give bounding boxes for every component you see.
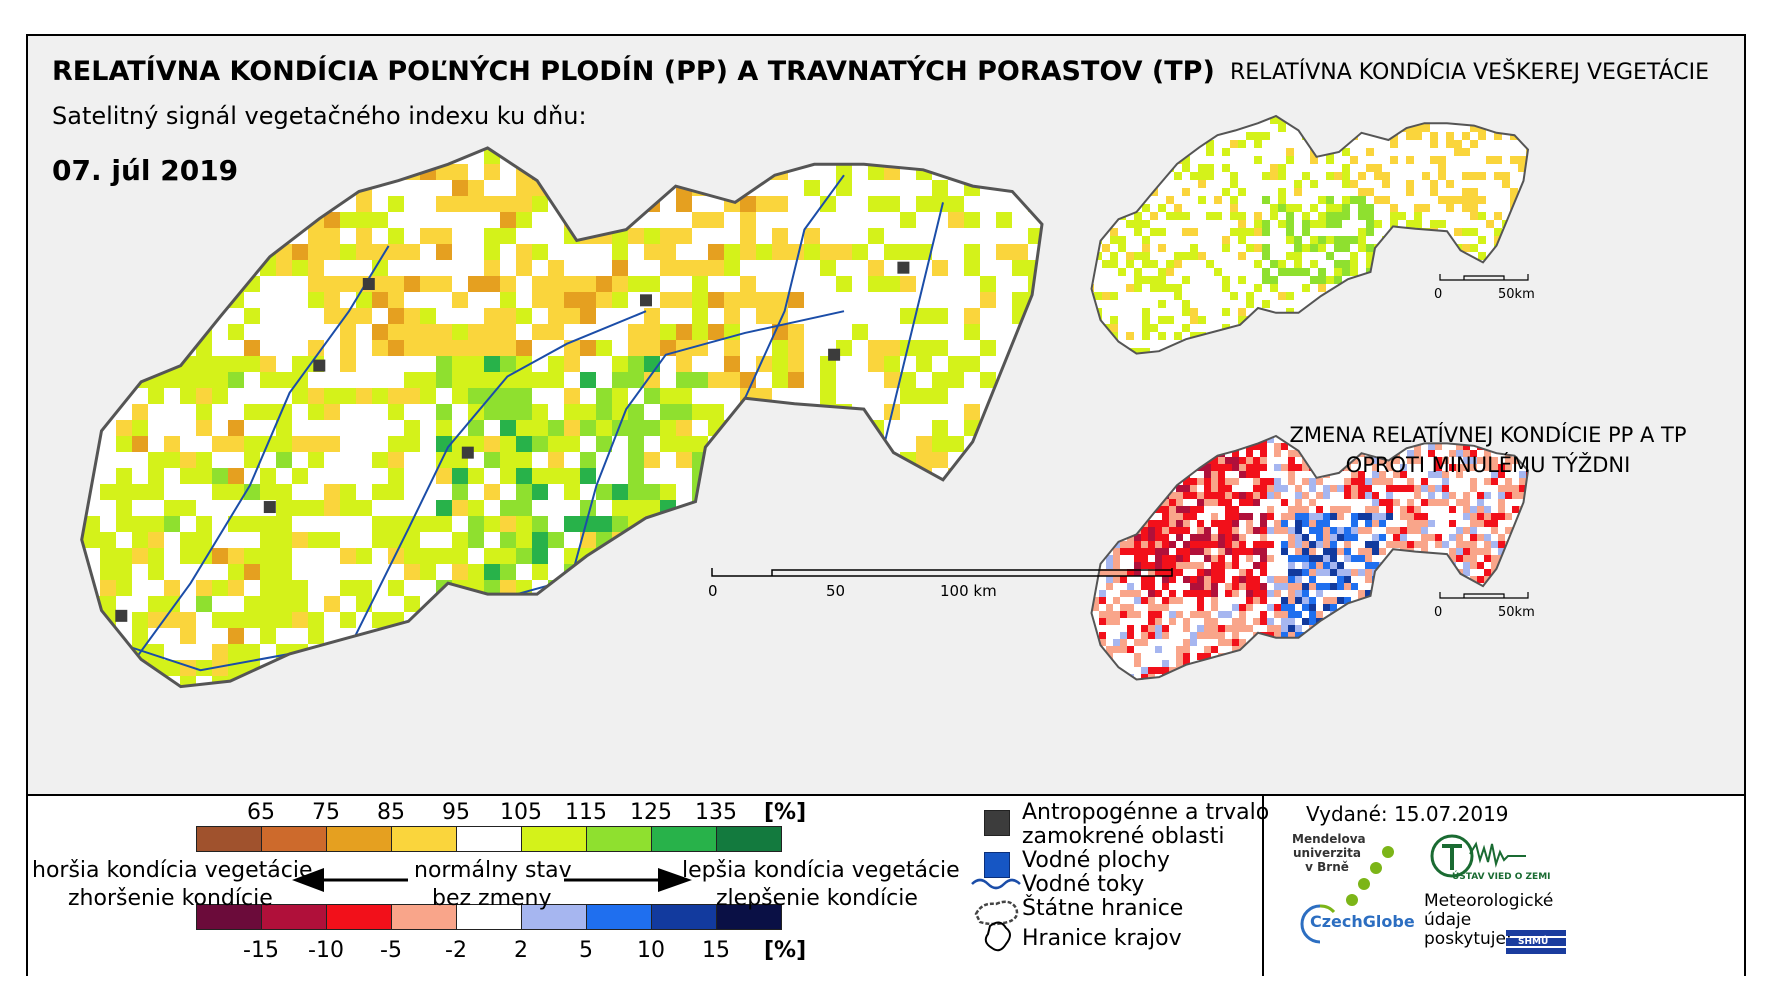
condTicks-label-6: 125 bbox=[630, 800, 672, 825]
chgBar-swatch-6 bbox=[586, 904, 652, 930]
condTicks-label-3: 95 bbox=[442, 800, 470, 825]
map-frame: 0 50 100 km 0 50km 0 50km RELATÍVNA KOND… bbox=[26, 34, 1746, 976]
condTicks-label-7: 135 bbox=[695, 800, 737, 825]
chgTicks-label-7: 15 bbox=[702, 938, 730, 963]
normal-label-1: normálny stav bbox=[414, 858, 572, 883]
worse-label-1: horšia kondícia vegetácie bbox=[32, 858, 313, 883]
inset-change-border bbox=[1090, 434, 1530, 681]
chgTicks-label-4: 2 bbox=[514, 938, 528, 963]
rivers-label: Vodné toky bbox=[1022, 872, 1145, 897]
anthropogenic-label-1: Antropogénne a trvalo bbox=[1022, 800, 1270, 825]
water-bodies-label: Vodné plochy bbox=[1022, 848, 1170, 873]
main-map-border bbox=[80, 146, 1044, 689]
chgBar-swatch-5 bbox=[521, 904, 587, 930]
chgBar-swatch-2 bbox=[326, 904, 392, 930]
chgBar-swatch-3 bbox=[391, 904, 457, 930]
state-border-label: Štátne hranice bbox=[1022, 896, 1184, 921]
worse-label-2: zhoršenie kondície bbox=[68, 886, 273, 911]
inset-bottom-title-line1: ZMENA RELATÍVNEJ KONDÍCIE PP A TP bbox=[1289, 423, 1687, 447]
inset-bottom-scale-bar bbox=[1439, 592, 1529, 599]
uvz-logo-text: ÚSTAV VIED O ZEMI bbox=[1452, 872, 1551, 882]
shmu-logo: SHMÚ bbox=[1506, 926, 1566, 960]
condBar-swatch-5 bbox=[521, 826, 587, 852]
mendel-logo-line2: univerzita bbox=[1292, 846, 1361, 860]
change-unit: [%] bbox=[764, 938, 807, 963]
page-title: RELATÍVNA KONDÍCIA POĽNÝCH PLODÍN (PP) A… bbox=[52, 56, 1215, 87]
inset-top-title: RELATÍVNA KONDÍCIA VEŠKEREJ VEGETÁCIE bbox=[1230, 60, 1710, 85]
condTicks-label-5: 115 bbox=[565, 800, 607, 825]
legend-area: 65 75 85 95 105 115 125 135 [%] -15 -10 -5 -2 2 5 10 1… bbox=[28, 794, 1744, 976]
inset-bottom-scale-0: 0 bbox=[1434, 605, 1442, 620]
czechglobe-logo-text: CzechGlobe bbox=[1310, 912, 1415, 931]
chgTicks-label-1: -10 bbox=[308, 938, 344, 963]
meteo-line1: Meteorologické bbox=[1424, 891, 1554, 911]
mendel-logo-line1: Mendelova bbox=[1292, 832, 1366, 846]
main-scale-0: 0 bbox=[708, 582, 718, 600]
shmu-logo-text: SHMÚ bbox=[1518, 937, 1549, 947]
water-body-symbol-icon bbox=[984, 852, 1010, 878]
condBar-swatch-2 bbox=[326, 826, 392, 852]
condTicks-label-2: 85 bbox=[377, 800, 405, 825]
condTicks-label-4: 105 bbox=[500, 800, 542, 825]
main-scale-100: 100 km bbox=[940, 582, 997, 600]
inset-bottom-scale-50: 50km bbox=[1498, 605, 1535, 620]
chgTicks-label-2: -5 bbox=[380, 938, 402, 963]
condBar-swatch-7 bbox=[651, 826, 717, 852]
anthropogenic-label-2: zamokrené oblasti bbox=[1022, 824, 1225, 849]
main-scale-bar bbox=[711, 568, 1173, 577]
condTicks-label-1: 75 bbox=[312, 800, 340, 825]
mendel-dots-icon bbox=[1346, 846, 1394, 906]
main-map-rivers bbox=[101, 174, 944, 672]
legend-arrows bbox=[292, 868, 1021, 952]
inset-top-scale-bar bbox=[1439, 274, 1529, 281]
meteo-line2: údaje bbox=[1424, 910, 1472, 930]
chgBar-swatch-8 bbox=[716, 904, 782, 930]
condBar-swatch-3 bbox=[391, 826, 457, 852]
meteo-line3: poskytuje: bbox=[1424, 929, 1512, 949]
condition-unit: [%] bbox=[764, 800, 807, 825]
region-border-label: Hranice krajov bbox=[1022, 926, 1182, 951]
inset-bottom-title-line2: OPROTI MINULÉMU TÝŽDNI bbox=[1345, 453, 1631, 477]
anthropogenic-symbol-icon bbox=[984, 810, 1010, 836]
river-symbol-icon bbox=[971, 878, 1021, 890]
inset-top-scale-50: 50km bbox=[1498, 287, 1535, 302]
inset-bottom-title: ZMENA RELATÍVNEJ KONDÍCIE PP A TP OPROTI… bbox=[1228, 420, 1748, 480]
map-canvas: 0 50 100 km 0 50km 0 50km bbox=[80, 114, 1535, 689]
normal-label-2: bez zmeny bbox=[432, 886, 552, 911]
chgTicks-label-0: -15 bbox=[243, 938, 279, 963]
mendel-logo: Mendelova univerzita v Brně bbox=[1292, 832, 1422, 922]
legend-separator bbox=[1262, 796, 1264, 976]
condTicks-label-0: 65 bbox=[247, 800, 275, 825]
chgBar-swatch-7 bbox=[651, 904, 717, 930]
chgBar-swatch-0 bbox=[196, 904, 262, 930]
left-arrow-icon bbox=[292, 868, 408, 892]
inset-vegetation-border bbox=[1090, 114, 1530, 355]
uvz-logo: ÚSTAV VIED O ZEMI bbox=[1430, 832, 1551, 888]
chgTicks-label-5: 5 bbox=[579, 938, 593, 963]
chgTicks-label-3: -2 bbox=[445, 938, 467, 963]
issued-date: Vydané: 15.07.2019 bbox=[1306, 802, 1509, 826]
map-area: 0 50 100 km 0 50km 0 50km RELATÍVNA KOND… bbox=[28, 36, 1744, 792]
condBar-swatch-8 bbox=[716, 826, 782, 852]
chgTicks-label-6: 10 bbox=[637, 938, 665, 963]
inset-top-scale-0: 0 bbox=[1434, 287, 1442, 302]
condBar-swatch-1 bbox=[261, 826, 327, 852]
inset-vegetation-cells bbox=[1091, 116, 1528, 354]
page-subtitle: Satelitný signál vegetačného indexu ku d… bbox=[52, 102, 587, 130]
main-map-cells bbox=[81, 148, 1042, 687]
data-date: 07. júl 2019 bbox=[52, 154, 239, 187]
state-border-icon bbox=[974, 900, 1019, 926]
meteo-label: Meteorologické údaje poskytuje: bbox=[1424, 892, 1553, 949]
czechglobe-logo: CzechGlobe bbox=[1296, 900, 1416, 950]
mendel-logo-line3: v Brně bbox=[1305, 860, 1349, 874]
better-label-2: zlepšenie kondície bbox=[716, 886, 918, 911]
better-label-1: lepšia kondícia vegetácie bbox=[682, 858, 960, 883]
condBar-swatch-6 bbox=[586, 826, 652, 852]
main-scale-50: 50 bbox=[826, 582, 845, 600]
region-border-icon bbox=[984, 921, 1011, 952]
condBar-swatch-0 bbox=[196, 826, 262, 852]
right-arrow-icon bbox=[564, 868, 692, 892]
